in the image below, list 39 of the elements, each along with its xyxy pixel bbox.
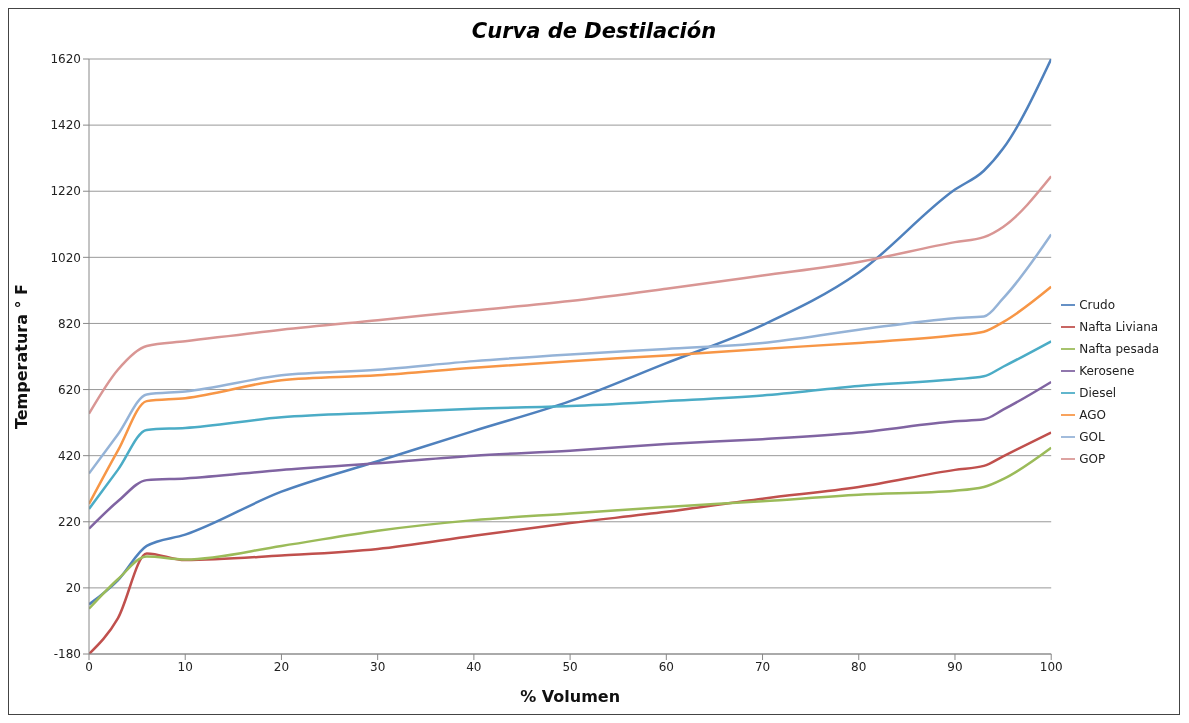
y-axis-title: Temperatura ° F xyxy=(11,283,31,430)
y-tick-label: 1220 xyxy=(50,184,81,199)
y-tick-label: 820 xyxy=(58,316,81,331)
x-tick-label: 0 xyxy=(85,659,93,674)
x-tick-label: 70 xyxy=(754,659,771,674)
legend-label: Diesel xyxy=(1079,385,1117,400)
y-tick-label: 620 xyxy=(58,382,81,397)
x-tick-label: 50 xyxy=(562,659,578,674)
legend-label: GOP xyxy=(1079,451,1106,466)
y-tick-label: 220 xyxy=(58,515,81,530)
line-series xyxy=(89,233,1052,475)
legend-label: Kerosene xyxy=(1079,363,1135,378)
x-tick-label: 90 xyxy=(947,659,963,674)
y-tick-label: 1020 xyxy=(50,250,81,265)
line-series xyxy=(89,380,1052,530)
x-axis-title: % Volumen xyxy=(520,687,621,706)
line-series xyxy=(89,175,1052,415)
line-series xyxy=(89,446,1052,610)
legend-label: Crudo xyxy=(1079,297,1116,312)
x-tick-label: 100 xyxy=(1039,659,1063,674)
y-tick-label: -180 xyxy=(53,647,81,662)
legend-label: AGO xyxy=(1079,407,1106,422)
line-series xyxy=(89,285,1052,506)
y-tick-label: 1620 xyxy=(50,52,81,67)
y-tick-label: 1420 xyxy=(50,118,81,133)
legend-label: Nafta pesada xyxy=(1079,341,1159,356)
line-series xyxy=(89,340,1052,511)
x-tick-label: 40 xyxy=(466,659,482,674)
x-tick-label: 80 xyxy=(851,659,867,674)
line-series xyxy=(89,59,1052,606)
x-tick-label: 10 xyxy=(177,659,193,674)
x-tick-label: 60 xyxy=(658,659,674,674)
legend-label: Nafta Liviana xyxy=(1079,319,1159,334)
chart-title: Curva de Destilación xyxy=(470,18,718,45)
y-tick-label: 420 xyxy=(58,448,81,463)
x-tick-label: 30 xyxy=(370,659,386,674)
x-tick-label: 20 xyxy=(273,659,290,674)
y-tick-label: 20 xyxy=(65,581,81,596)
legend-label: GOL xyxy=(1079,429,1105,444)
